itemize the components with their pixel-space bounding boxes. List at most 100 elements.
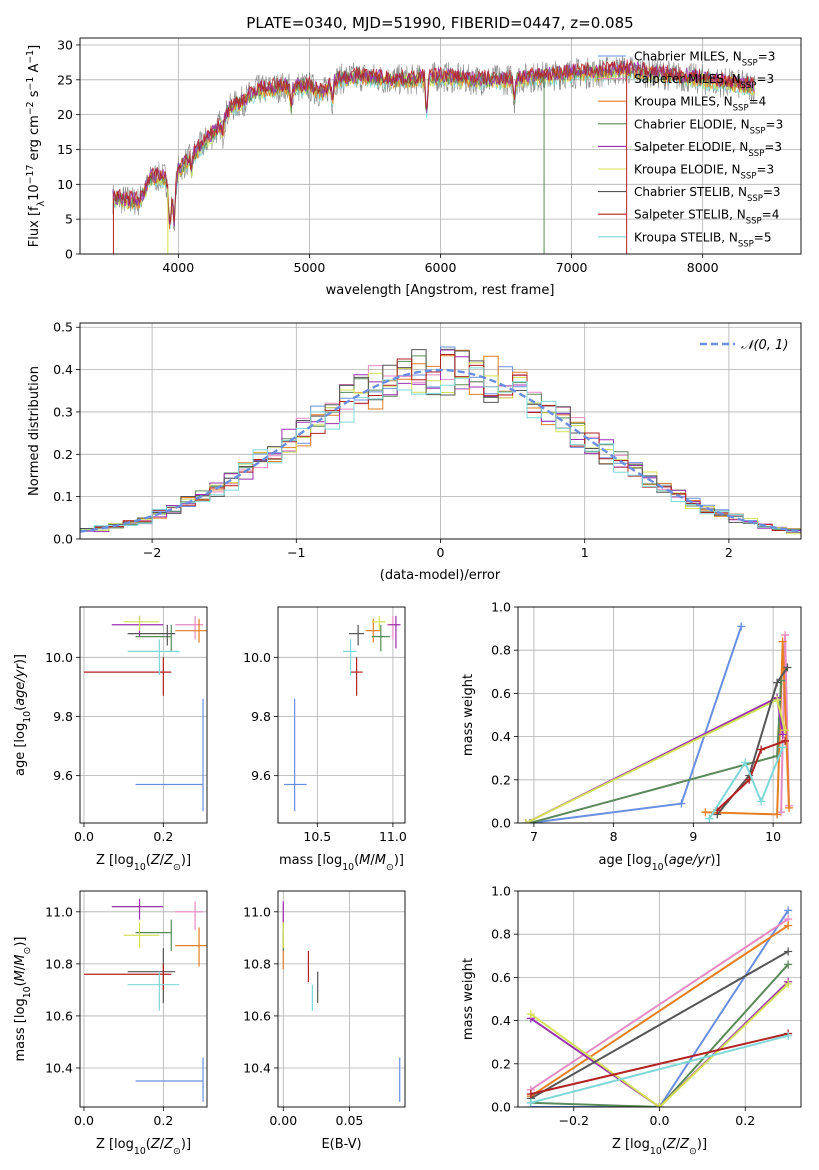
spectrum-plot-area <box>112 55 756 254</box>
weight-marker-kroupa_stelib <box>741 758 750 767</box>
spectrum-y-label-part: λ <box>36 200 47 206</box>
weight_vs_age-frame <box>517 606 802 824</box>
weight-line-kroupa_elodie <box>525 698 787 823</box>
mass_vs_Z-y-label-part: M <box>13 955 28 966</box>
mass_vs_Z-y-label-part: )] <box>13 937 28 947</box>
legend-count: =3 <box>766 117 784 131</box>
age_vs_Z-x-label-part: ⊙ <box>173 862 181 873</box>
age_vs_mass-x-label-part: 10 <box>342 862 354 873</box>
mass_vs_ebv-plot-area <box>282 901 401 1102</box>
x-tick-label: 10 <box>765 829 781 844</box>
weight_vs_Z-frame <box>517 890 802 1108</box>
weight-line-chabrier_elodie <box>530 963 789 1107</box>
mass_vs_Z-x-label-part: ( <box>146 1137 151 1152</box>
legend-count: =5 <box>754 230 772 244</box>
x-tick-label: 9 <box>689 829 697 844</box>
x-tick-label: 11.0 <box>379 829 407 844</box>
y-tick-label: 9.6 <box>251 768 271 783</box>
mass_vs_ebv-frame <box>277 890 406 1108</box>
weight-marker-kroupa_stelib <box>757 797 766 806</box>
mass_vs_Z-x-label-part: 10 <box>134 1146 146 1157</box>
mass_vs_Z-y-label-part: mass [log <box>13 998 28 1061</box>
age_vs_Z-panel: 0.0 0.29.69.810.0Z [log10(Z/Z⊙)]age [log1… <box>13 606 208 873</box>
legend-subscript: SSP <box>748 149 764 159</box>
y-tick-label: 25 <box>57 72 73 87</box>
y-tick-label: 20 <box>57 107 73 122</box>
x-tick-label: 10.5 <box>303 829 331 844</box>
weight-line-kroupa_elodie <box>530 983 789 1107</box>
weight_vs_Z-x-label-part: )] <box>697 1137 707 1152</box>
weight_vs_age-x-label-part: ( <box>664 853 669 868</box>
y-tick-label: 10.4 <box>45 1060 73 1075</box>
age_vs_Z-x-label-part: Z <box>150 853 161 868</box>
spectrum-y-label: Flux [fλ10−17 erg cm−2 s−1 A−1] <box>25 45 47 247</box>
weight_vs_Z-grid <box>518 890 801 1108</box>
spectrum-y-label-part: −1 <box>25 50 36 64</box>
spectrum-y-label-part: −1 <box>25 77 36 91</box>
weight-marker-kroupa_stelib <box>784 1031 793 1040</box>
weight-marker-chabrier_miles <box>737 622 746 631</box>
legend-text: Kroupa STELIB, N <box>634 230 738 244</box>
weight-marker-kroupa_miles <box>701 808 710 817</box>
y-tick-label: 11.0 <box>243 904 271 919</box>
y-tick-label: 0.2 <box>491 772 511 787</box>
spectrum-panel: 4000 5000 6000 7000 8000 0 5 10 15 20 25 30 waveleng… <box>25 37 802 298</box>
x-tick-label: 0.0 <box>74 829 94 844</box>
spectrum-y-label-part: A <box>27 64 42 77</box>
weight_vs_Z-x-label: Z [log10(Z/Z⊙)] <box>612 1137 707 1157</box>
age_vs_mass-x-label-part: ( <box>354 853 359 868</box>
weight-marker-chabrier_miles <box>677 799 686 808</box>
legend-text: Chabrier ELODIE, N <box>634 117 750 131</box>
y-tick-label: 0.4 <box>491 1013 511 1028</box>
spectrum-x-label: wavelength [Angstrom, rest frame] <box>326 283 555 298</box>
weight-marker-chabrier_elodie <box>784 960 793 969</box>
mass_vs_Z-grid <box>80 891 207 1107</box>
age_vs_mass-x-label-part: ⊙ <box>386 862 394 873</box>
normal-distribution-curve <box>80 368 801 533</box>
legend-label-chabrier_stelib: Chabrier STELIB, NSSP=3 <box>634 185 781 204</box>
y-tick-label: 10.0 <box>243 650 271 665</box>
weight-line-salpeter_stelib <box>530 1032 789 1095</box>
age_vs_Z-plot-area <box>83 615 207 812</box>
weight-line-salpeter_elodie <box>530 980 789 1107</box>
legend-text: Salpeter STELIB, N <box>634 208 746 222</box>
weight_vs_age-grid <box>518 606 801 824</box>
x-tick-label: 6000 <box>425 260 457 275</box>
weight-marker-chabrier_miles <box>784 906 793 915</box>
legend-label-kroupa_elodie: Kroupa ELODIE, NSSP=3 <box>634 163 774 182</box>
legend-subscript: SSP <box>742 59 758 69</box>
mass_vs_Z-frame <box>79 890 208 1108</box>
y-tick-label: 5 <box>65 212 73 227</box>
weight-marker-chabrier_stelib <box>773 678 782 687</box>
mass_vs_ebv-x-label: E(B-V) <box>321 1137 361 1152</box>
mass_vs_Z-x-label-part: Z <box>163 1137 174 1152</box>
weight-marker-chabrier_stelib <box>784 947 793 956</box>
legend-text: Salpeter MILES, N <box>634 72 741 86</box>
spectrum-frame <box>79 37 802 255</box>
spectrum-y-label-part: Flux [f <box>27 206 42 247</box>
legend-label-chabrier_elodie: Chabrier ELODIE, NSSP=3 <box>634 117 783 136</box>
weight-line-chabrier_stelib <box>530 950 789 1100</box>
y-tick-label: 10.8 <box>45 956 73 971</box>
weight-line-kroupa_miles <box>530 924 789 1098</box>
mass_vs_Z-y-label-part: / <box>13 965 28 970</box>
x-tick-label: 4000 <box>162 260 194 275</box>
spectrum-y-label-part: erg cm <box>27 115 42 164</box>
x-tick-label: 0.2 <box>735 1113 755 1128</box>
age_vs_mass-x-label-part: M <box>375 853 386 868</box>
age_vs_mass-x-label-part: M <box>359 853 370 868</box>
age_vs_Z-x-label-part: )] <box>181 853 191 868</box>
weight_vs_Z-plot-area <box>526 906 793 1107</box>
y-tick-label: 10.0 <box>45 650 73 665</box>
weight_vs_age-x-label: age [log10(age/yr)] <box>598 853 720 873</box>
age_vs_Z-y-label-part: 10 <box>22 711 33 723</box>
age_vs_Z-y-label-part: age [log <box>13 723 28 776</box>
residuals-frame <box>79 322 802 540</box>
x-tick-label: 1 <box>581 545 589 560</box>
x-tick-label: 0.0 <box>74 1113 94 1128</box>
weight-marker-kroupa_elodie <box>655 1103 664 1107</box>
y-tick-label: 1.0 <box>491 884 511 899</box>
legend-text: Kroupa MILES, N <box>634 95 733 109</box>
weight-marker-kroupa_miles <box>778 637 787 646</box>
mass_vs_Z-y-label-part: 10 <box>22 986 33 998</box>
